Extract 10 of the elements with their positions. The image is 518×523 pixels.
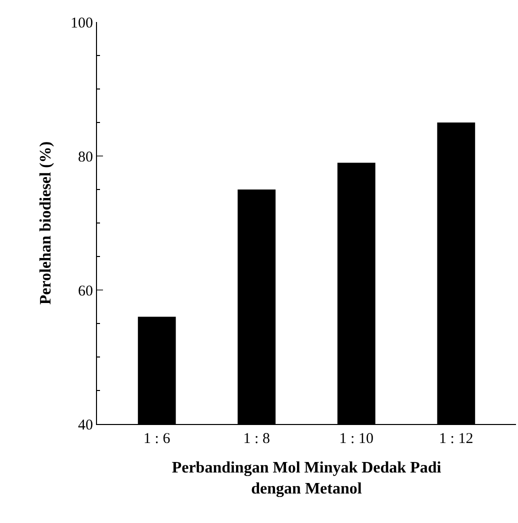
y-tick-label: 80 [78,149,93,166]
x-tick-label: 1 : 12 [439,431,474,447]
x-tick-label: 1 : 6 [144,431,171,447]
y-tick-label: 40 [78,417,93,434]
x-axis-title: Perbandingan Mol Minyak Dedak Padi dengan Metanol [172,460,442,498]
y-tick-label: 100 [70,15,93,32]
x-tick-label: 1 : 10 [339,431,374,447]
y-tick-label: 60 [78,283,93,300]
x-tick-label: 1 : 8 [243,431,270,447]
y-axis-title: Perolehan biodiesel (%) [37,141,54,305]
